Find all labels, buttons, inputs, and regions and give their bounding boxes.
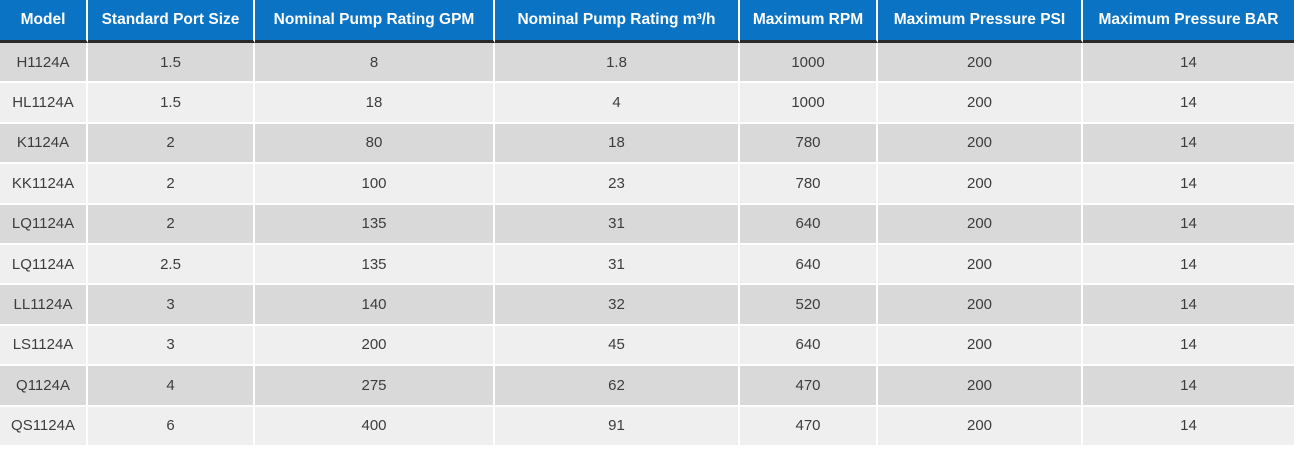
- table-row: LQ1124A 2 135 31 640 200 14: [0, 204, 1294, 245]
- table-cell: 3: [88, 325, 255, 367]
- table-cell: 200: [878, 123, 1083, 165]
- table-cell: 200: [878, 366, 1083, 407]
- table-row: LQ1124A 2.5 135 31 640 200 14: [0, 244, 1294, 286]
- table-cell: 18: [255, 83, 495, 124]
- table-cell: 200: [878, 406, 1083, 447]
- table-cell: 14: [1083, 406, 1294, 447]
- table-cell: 6: [88, 406, 255, 447]
- model-cell: LQ1124A: [0, 244, 88, 286]
- table-cell: 14: [1083, 83, 1294, 124]
- column-header-nominal-pump-rating-gpm: Nominal Pump Rating GPM: [255, 0, 495, 43]
- model-cell: K1124A: [0, 123, 88, 165]
- table-cell: 640: [740, 325, 878, 367]
- table-row: H1124A 1.5 8 1.8 1000 200 14: [0, 43, 1294, 84]
- header-row: Model Standard Port Size Nominal Pump Rati…: [0, 0, 1294, 43]
- table-cell: 780: [740, 123, 878, 165]
- table-cell: 1.8: [495, 43, 740, 84]
- table-cell: 1000: [740, 83, 878, 124]
- model-cell: LS1124A: [0, 325, 88, 367]
- table-cell: 200: [878, 204, 1083, 245]
- table-cell: 91: [495, 406, 740, 447]
- table-cell: 14: [1083, 204, 1294, 245]
- table-cell: 520: [740, 285, 878, 326]
- table-cell: 2.5: [88, 244, 255, 286]
- table-row: HL1124A 1.5 18 4 1000 200 14: [0, 83, 1294, 124]
- table-cell: 23: [495, 164, 740, 205]
- column-header-model: Model: [0, 0, 88, 43]
- table-cell: 31: [495, 204, 740, 245]
- column-header-maximum-pressure-bar: Maximum Pressure BAR: [1083, 0, 1294, 43]
- table-cell: 200: [878, 164, 1083, 205]
- table-row: KK1124A 2 100 23 780 200 14: [0, 164, 1294, 205]
- table-cell: 2: [88, 204, 255, 245]
- table-cell: 275: [255, 366, 495, 407]
- table-cell: 62: [495, 366, 740, 407]
- table-cell: 1.5: [88, 43, 255, 84]
- table-row: LL1124A 3 140 32 520 200 14: [0, 285, 1294, 326]
- column-header-maximum-rpm: Maximum RPM: [740, 0, 878, 43]
- table-cell: 2: [88, 123, 255, 165]
- table-row: LS1124A 3 200 45 640 200 14: [0, 325, 1294, 367]
- column-header-nominal-pump-rating-m3-h: Nominal Pump Rating m³/h: [495, 0, 740, 43]
- table-cell: 32: [495, 285, 740, 326]
- model-cell: Q1124A: [0, 366, 88, 407]
- table-cell: 31: [495, 244, 740, 286]
- table-cell: 14: [1083, 123, 1294, 165]
- table-cell: 14: [1083, 244, 1294, 286]
- table-cell: 135: [255, 244, 495, 286]
- table-cell: 45: [495, 325, 740, 367]
- table-cell: 3: [88, 285, 255, 326]
- model-cell: QS1124A: [0, 406, 88, 447]
- table-row: K1124A 2 80 18 780 200 14: [0, 123, 1294, 165]
- table-cell: 140: [255, 285, 495, 326]
- table-cell: 1.5: [88, 83, 255, 124]
- table-cell: 200: [878, 285, 1083, 326]
- table-cell: 14: [1083, 285, 1294, 326]
- table-cell: 18: [495, 123, 740, 165]
- table-cell: 200: [255, 325, 495, 367]
- table-cell: 200: [878, 83, 1083, 124]
- pump-spec-table: Model Standard Port Size Nominal Pump Rati…: [0, 0, 1294, 447]
- column-header-standard-port-size: Standard Port Size: [88, 0, 255, 43]
- table-cell: 200: [878, 43, 1083, 84]
- table-cell: 200: [878, 325, 1083, 367]
- table-row: Q1124A 4 275 62 470 200 14: [0, 366, 1294, 407]
- table-cell: 200: [878, 244, 1083, 286]
- table-cell: 14: [1083, 325, 1294, 367]
- table-row: QS1124A 6 400 91 470 200 14: [0, 406, 1294, 447]
- table-cell: 780: [740, 164, 878, 205]
- table-cell: 14: [1083, 366, 1294, 407]
- table-cell: 100: [255, 164, 495, 205]
- column-header-maximum-pressure-psi: Maximum Pressure PSI: [878, 0, 1083, 43]
- table-cell: 400: [255, 406, 495, 447]
- model-cell: LL1124A: [0, 285, 88, 326]
- table-cell: 640: [740, 244, 878, 286]
- table-cell: 640: [740, 204, 878, 245]
- model-cell: LQ1124A: [0, 204, 88, 245]
- model-cell: KK1124A: [0, 164, 88, 205]
- table-cell: 470: [740, 366, 878, 407]
- table-cell: 80: [255, 123, 495, 165]
- table-cell: 8: [255, 43, 495, 84]
- table-cell: 2: [88, 164, 255, 205]
- table-cell: 1000: [740, 43, 878, 84]
- table-cell: 4: [88, 366, 255, 407]
- table-cell: 14: [1083, 164, 1294, 205]
- model-cell: H1124A: [0, 43, 88, 84]
- table-cell: 14: [1083, 43, 1294, 84]
- table-cell: 470: [740, 406, 878, 447]
- table-cell: 135: [255, 204, 495, 245]
- table-cell: 4: [495, 83, 740, 124]
- model-cell: HL1124A: [0, 83, 88, 124]
